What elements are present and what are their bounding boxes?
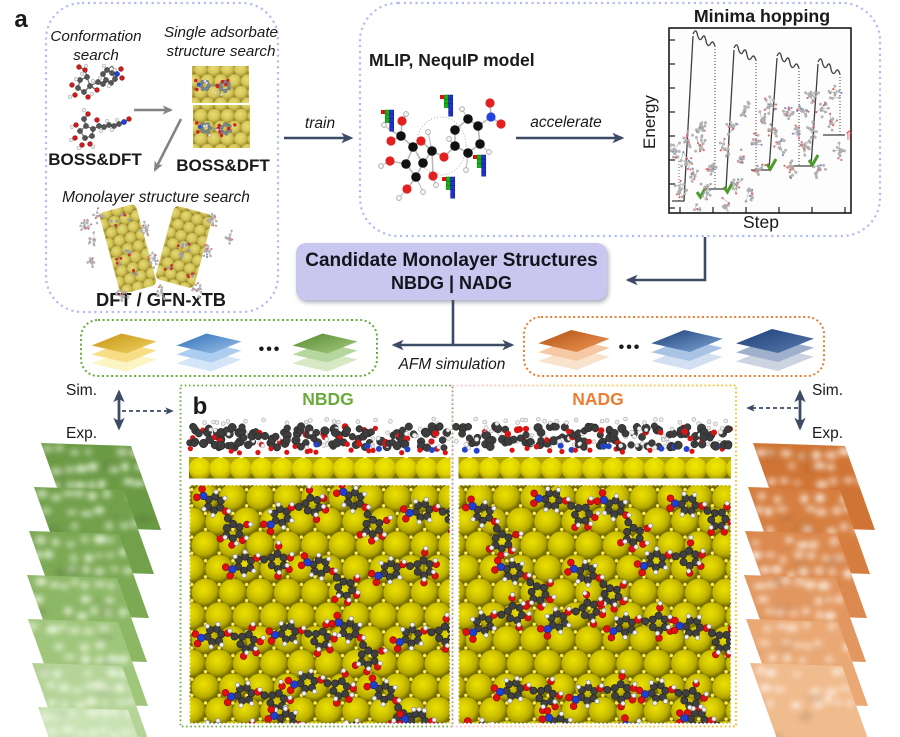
svg-text:BOSS&DFT: BOSS&DFT <box>176 156 270 175</box>
svg-text:Step: Step <box>743 212 779 232</box>
svg-text:Energy: Energy <box>640 95 659 149</box>
svg-text:•••: ••• <box>259 341 282 358</box>
svg-text:Minima hopping: Minima hopping <box>694 6 830 26</box>
svg-text:NBDG: NBDG <box>302 389 354 409</box>
svg-text:⇑: ⇑ <box>844 128 855 143</box>
svg-text:Single adsorbate: Single adsorbate <box>164 24 278 41</box>
svg-text:Candidate Monolayer Structures: Candidate Monolayer Structures <box>305 250 597 271</box>
svg-text:a: a <box>14 6 28 33</box>
svg-text:Sim.: Sim. <box>66 382 97 399</box>
svg-text:structure search: structure search <box>167 43 276 60</box>
svg-text:DFT / GFN-xTB: DFT / GFN-xTB <box>96 289 226 310</box>
svg-text:Monolayer structure search: Monolayer structure search <box>62 189 250 206</box>
svg-text:NADG: NADG <box>572 389 624 409</box>
svg-text:Sim.: Sim. <box>812 382 843 399</box>
svg-text:train: train <box>305 115 335 132</box>
svg-text:Conformation: Conformation <box>50 28 141 45</box>
svg-text:AFM simulation: AFM simulation <box>398 356 506 373</box>
svg-text:Exp.: Exp. <box>812 425 843 442</box>
svg-text:BOSS&DFT: BOSS&DFT <box>48 150 142 169</box>
svg-text:b: b <box>193 393 208 420</box>
svg-text:search: search <box>73 47 119 64</box>
svg-text:•••: ••• <box>619 339 642 356</box>
svg-text:MLIP, NequIP model: MLIP, NequIP model <box>369 50 535 70</box>
svg-text:NBDG | NADG: NBDG | NADG <box>391 273 512 293</box>
svg-text:Exp.: Exp. <box>66 425 97 442</box>
svg-text:accelerate: accelerate <box>530 114 602 131</box>
